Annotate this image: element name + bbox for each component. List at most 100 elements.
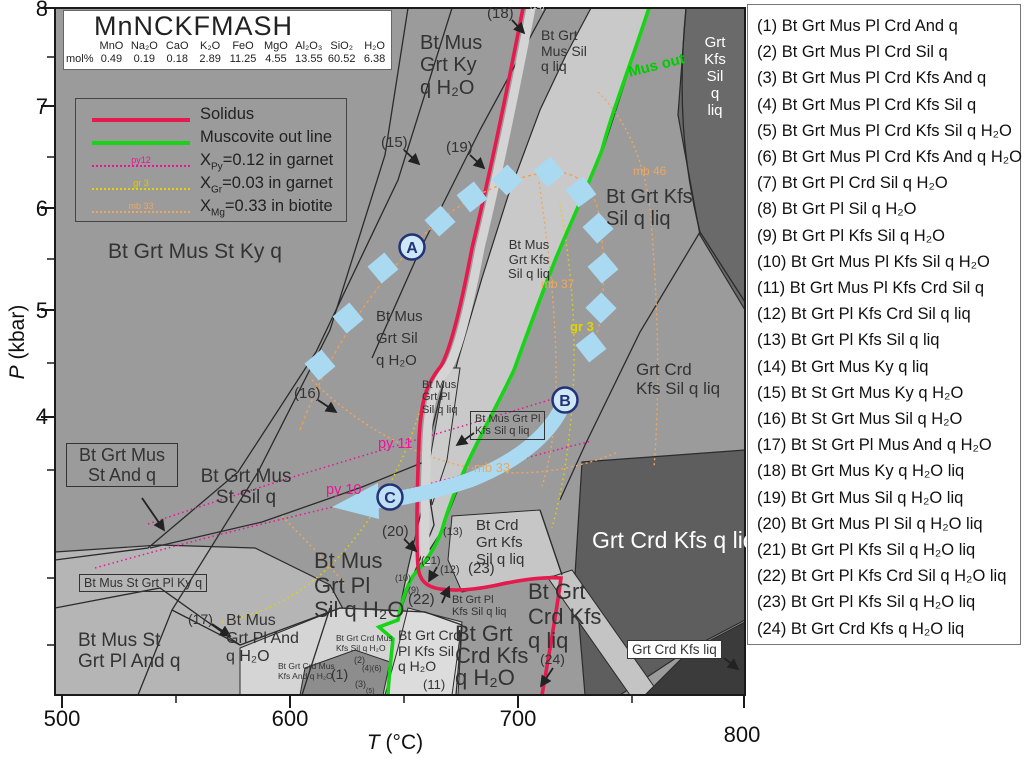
assemblage-list-item: (20) Bt Grt Mus Pl Sil q H₂O liq <box>757 514 983 533</box>
field-label-pl-sil-big: Bt Mus Grt Pl Sil q H₂O <box>314 548 405 623</box>
marker-3: (3) <box>355 679 366 689</box>
system-title-box: MnNCKFMASH MnO Na₂O CaO K₂O FeO MgO Al₂O₃ SiO₂ H… <box>63 10 392 70</box>
field-label-tiny-kfs-and: Bt Grt Crd Mus Kfs And q H₂O <box>278 661 335 681</box>
point-C-circle <box>376 483 404 511</box>
assemblage-list-item: (11) Bt Grt Mus Pl Kfs Crd Sil q <box>757 279 985 298</box>
axes <box>41 7 746 708</box>
oxide-name: MnO <box>99 40 124 52</box>
legend-sample: mb 33 <box>82 202 200 213</box>
assemblage-list-item: (12) Bt Grt Pl Kfs Crd Sil q liq <box>757 305 971 324</box>
oxide-value: 11.25 <box>229 53 257 65</box>
legend-row: Solidus <box>82 104 346 127</box>
oxide-value: 60.52 <box>327 53 356 65</box>
oxide-name: FeO <box>232 40 254 52</box>
legend-label: XGr=0.03 in garnet <box>200 173 333 196</box>
assemblage-list-item: (21) Bt Grt Pl Kfs Sil q H₂O liq <box>757 541 976 560</box>
legend-sample <box>82 132 200 145</box>
field-label-bt-mus-grt-kfs: Bt Mus Grt Kfs Sil q liq <box>508 237 550 282</box>
legend-sample-line <box>92 211 190 213</box>
assemblage-list-item: (17) Bt St Grt Pl Mus And q H₂O <box>757 436 992 455</box>
point-A-circle <box>398 233 426 261</box>
pt-path-points: A B C <box>376 233 579 511</box>
isopleth-label-py10: py 10 <box>326 482 362 498</box>
field-label-pl-ky-boxed: Bt Mus St Grt Pl Ky q <box>79 574 208 592</box>
assemblage-list-item: (2) Bt Grt Mus Pl Crd Sil q <box>757 43 948 62</box>
assemblage-list-item: (1) Bt Grt Mus Pl Crd And q <box>757 17 958 35</box>
field-label-crd-kfs-liq: Bt Grt Crd Kfs q liq <box>528 579 602 654</box>
legend-sample-tag: py12 <box>131 155 151 165</box>
marker-4-6: (4)(6) <box>362 664 382 673</box>
solidus-line <box>415 8 564 695</box>
pt-path-guide <box>299 171 605 431</box>
legend-label: XPy=0.12 in garnet <box>200 150 334 173</box>
assemblage-list-item: (9) Bt Grt Pl Kfs Sil q H₂O <box>757 226 945 245</box>
legend-sample-line <box>92 188 190 190</box>
field-label-bt-grt-kfs: Bt Grt Kfs Sil q liq <box>606 186 693 231</box>
oxide-value: 4.55 <box>265 53 287 65</box>
field-label-st-sil: Bt Grt Mus St Sil q <box>200 466 292 509</box>
marker-14: (14) <box>530 2 545 11</box>
assemblage-list-item: (23) Bt Grt Pl Kfs Sil q H₂O liq <box>757 593 976 612</box>
assemblage-list-item: (6) Bt Grt Mus Pl Crd Kfs And q H₂O <box>757 148 1022 167</box>
oxide-name: MgO <box>263 40 288 52</box>
isopleth-label-mb37: mb 37 <box>541 277 575 291</box>
marker-15: (15) <box>381 134 408 151</box>
y-tick-5: 5 <box>35 298 48 323</box>
annotation-arrows <box>141 19 740 688</box>
y-tick-7: 7 <box>35 94 48 119</box>
legend-row: mb 33 XMg=0.33 in biotite <box>82 196 346 219</box>
x-tick-700: 700 <box>499 706 537 731</box>
field-label-crd-kfs-h2o: Bt Grt Crd Kfs q H₂O <box>455 621 529 690</box>
legend-label: Solidus <box>200 104 255 123</box>
legend-label: XMg=0.33 in biotite <box>200 196 333 219</box>
assemblage-list-item: (14) Bt Grt Mus Ky q liq <box>757 357 929 376</box>
y-tick-4: 4 <box>35 404 48 429</box>
oxide-value: 0.49 <box>100 53 123 65</box>
marker-20: (20) <box>382 523 409 540</box>
y-tick-8: 8 <box>35 0 48 21</box>
marker-13: (13) <box>443 526 463 538</box>
pt-path-diamonds <box>304 156 619 381</box>
legend-sample-line <box>92 141 190 145</box>
marker-12: (12) <box>440 564 460 576</box>
assemblage-list-item: (3) Bt Grt Mus Pl Crd Kfs And q <box>757 69 987 88</box>
point-A-label: A <box>406 240 418 257</box>
assemblage-list-item: (8) Bt Grt Pl Sil q H₂O <box>757 200 917 219</box>
marker-10: (10) <box>395 573 412 583</box>
marker-5: (5) <box>366 688 375 695</box>
field-label-grt-kfs-col: Grt Kfs Sil q liq <box>704 34 726 119</box>
oxide-name: K₂O <box>200 40 221 52</box>
legend-sample <box>82 109 200 122</box>
oxide-value: 13.55 <box>295 53 323 65</box>
field-grt-kfs-sil-dark <box>677 8 745 312</box>
x-tick-500: 500 <box>43 706 81 731</box>
isopleth-label-gr3: gr 3 <box>570 319 594 334</box>
legend-row: py12 XPy=0.12 in garnet <box>82 150 346 173</box>
oxide-value-row: mol% 0.49 0.19 0.18 2.89 11.25 4.55 13.55 60.52… <box>64 53 391 66</box>
marker-19: (19) <box>446 139 473 156</box>
marker-11: (11) <box>423 677 446 692</box>
marker-22: (22) <box>408 591 435 608</box>
point-B-label: B <box>559 393 571 410</box>
marker-1: (1) <box>331 666 349 682</box>
marker-18: (18) <box>487 5 514 22</box>
phase-boundaries <box>55 8 745 695</box>
assemblage-list-item: (24) Bt Grt Crd Kfs q H₂O liq <box>757 619 965 638</box>
oxide-value: 2.89 <box>199 53 221 65</box>
oxide-name: H₂O <box>364 40 385 52</box>
assemblage-list-item: (15) Bt St Grt Mus Ky q H₂O <box>757 383 964 402</box>
field-label-grt-crd-kfs-sil: Grt Crd Kfs Sil q liq <box>636 360 721 399</box>
field-label-grt-crd-boxed: Grt Crd Kfs liq <box>627 640 722 660</box>
legend-sample-line <box>92 165 190 167</box>
field-label-pl-sil-liq: Bt Mus Grt Pl Sil q liq <box>422 379 458 416</box>
assemblage-list-item: (7) Bt Grt Pl Crd Sil q H₂O <box>757 174 948 193</box>
oxide-header-row: MnO Na₂O CaO K₂O FeO MgO Al₂O₃ SiO₂ H₂O <box>64 40 391 53</box>
assemblage-list-item: (10) Bt Grt Mus Pl Kfs Sil q H₂O <box>757 252 990 271</box>
assemblage-list-item: (4) Bt Grt Mus Pl Crd Kfs Sil q <box>757 95 977 114</box>
field-label-boxed-kfs: Bt Mus Grt Pl Kfs Sil q liq <box>470 411 546 440</box>
assemblage-list-item: (16) Bt St Grt Mus Sil q H₂O <box>757 410 963 429</box>
field-pl-kfs-sliver <box>547 569 661 695</box>
marker-9: (9) <box>408 585 419 595</box>
